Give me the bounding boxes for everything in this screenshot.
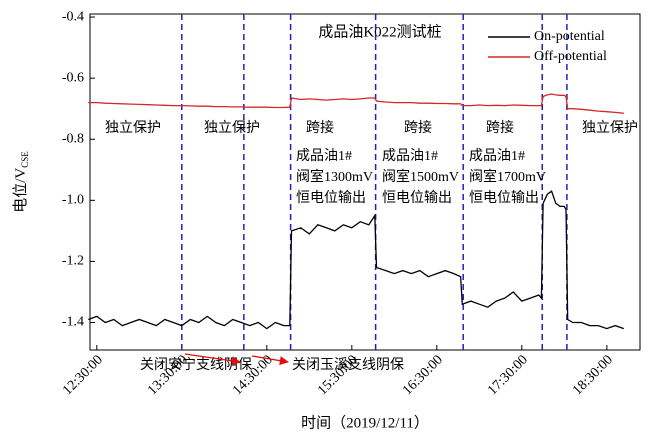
y-tick-label: -0.8 (62, 131, 84, 146)
x-axis-label: 时间（2019/12/11） (301, 414, 429, 431)
region-label: 跨接 (486, 119, 514, 136)
y-axis-label-main: 电位/V (12, 168, 29, 213)
y-axis-label-group: 电位/VCSE (12, 151, 30, 213)
box-text: 阀室1300mV (296, 168, 373, 185)
y-tick-label: -0.6 (62, 70, 84, 85)
bottom-note: 关闭玉溪支线阴保 (292, 357, 404, 373)
box-text: 恒电位输出 (296, 190, 366, 206)
x-tick-label: 18:30:00 (570, 352, 616, 398)
box-text: 成品油1# (296, 148, 352, 164)
box-text: 恒电位输出 (469, 190, 539, 206)
series-line (88, 93, 624, 114)
plot-frame (89, 13, 641, 351)
region-label: 独立保护 (105, 120, 161, 136)
box-text: 成品油1# (469, 148, 525, 164)
x-tick-label: 16:30:00 (400, 352, 446, 398)
y-tick-label: -1.0 (62, 193, 84, 208)
y-tick-label: -1.4 (62, 315, 84, 330)
region-label: 跨接 (306, 119, 334, 136)
box-text: 成品油1# (382, 148, 438, 164)
y-axis-label: 电位/VCSE (12, 151, 30, 213)
y-tick-label: -1.2 (62, 254, 84, 269)
y-tick-label: -0.4 (62, 9, 84, 24)
legend-label: On-potential (534, 29, 605, 44)
region-label: 独立保护 (204, 120, 260, 136)
chart-title: 成品油K022测试桩 (318, 23, 441, 40)
y-axis-label-sub: CSE (20, 151, 30, 168)
box-text: 阀室1500mV (382, 168, 459, 185)
annotation-arrow (184, 353, 241, 366)
x-tick-label: 12:30:00 (60, 352, 106, 398)
region-label: 独立保护 (582, 120, 638, 136)
annotation-arrow (251, 355, 289, 366)
legend-label: Off-potential (534, 49, 607, 64)
region-label: 跨接 (404, 119, 432, 136)
x-tick-label: 17:30:00 (485, 352, 531, 398)
series-line (88, 190, 625, 330)
bottom-note: 关闭安宁支线阴保 (140, 356, 252, 373)
box-text: 阀室1700mV (469, 168, 546, 185)
box-text: 恒电位输出 (382, 190, 452, 206)
